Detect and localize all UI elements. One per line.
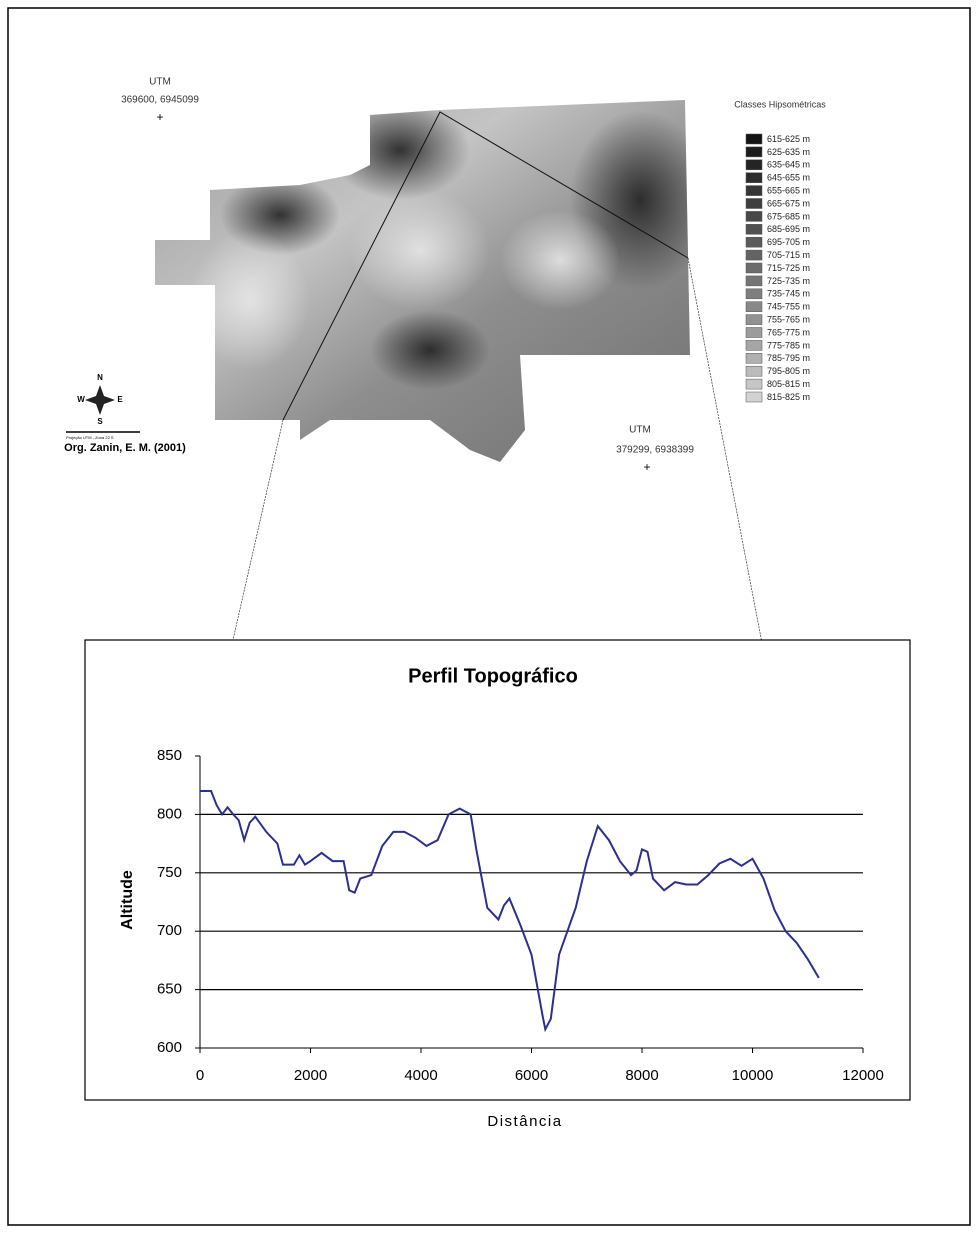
- x-axis-label: Distância: [487, 1113, 562, 1130]
- legend-swatch: [746, 147, 762, 157]
- legend-label: 735-745 m: [767, 289, 810, 299]
- utm-coords: 369600, 6945099: [121, 95, 199, 106]
- legend-label: 745-755 m: [767, 302, 810, 312]
- legend-swatch: [746, 237, 762, 247]
- compass-n: N: [97, 373, 103, 382]
- legend-swatch: [746, 134, 762, 144]
- legend-swatch: [746, 302, 762, 312]
- legend-swatch: [746, 366, 762, 376]
- figure: UTM 369600, 6945099 + UTM 379299, 693839…: [0, 0, 978, 1232]
- legend-label: 755-765 m: [767, 314, 810, 324]
- legend-swatch: [746, 199, 762, 209]
- legend-label: 645-655 m: [767, 173, 810, 183]
- legend-label: 795-805 m: [767, 366, 810, 376]
- legend-swatch: [746, 250, 762, 260]
- y-tick-label: 700: [157, 922, 182, 939]
- legend-label: 665-675 m: [767, 198, 810, 208]
- chart-title: Perfil Topográfico: [408, 665, 578, 687]
- legend-label: 675-685 m: [767, 211, 810, 221]
- compass: N S E W: [77, 373, 123, 426]
- legend-title: Classes Hipsométricas: [734, 99, 826, 109]
- utm-label: UTM: [629, 425, 651, 436]
- legend-swatch: [746, 315, 762, 325]
- legend-swatch: [746, 211, 762, 221]
- legend-label: 715-725 m: [767, 263, 810, 273]
- utm-label: UTM: [149, 77, 171, 88]
- x-tick-label: 8000: [625, 1067, 658, 1084]
- legend-label: 815-825 m: [767, 392, 810, 402]
- legend-label: 785-795 m: [767, 353, 810, 363]
- y-tick-label: 650: [157, 981, 182, 998]
- x-tick-label: 6000: [515, 1067, 548, 1084]
- legend-swatch: [746, 186, 762, 196]
- legend-swatch: [746, 328, 762, 338]
- utm-cross: +: [643, 460, 650, 474]
- legend-label: 775-785 m: [767, 340, 810, 350]
- x-tick-label: 0: [196, 1067, 204, 1084]
- projection: Projeção UTM - Zona 22 S: [66, 435, 114, 440]
- x-tick-label: 12000: [842, 1067, 884, 1084]
- elevation-map: [150, 95, 710, 465]
- legend-label: 615-625 m: [767, 134, 810, 144]
- legend-label: 625-635 m: [767, 147, 810, 157]
- legend-swatch: [746, 276, 762, 286]
- legend-label: 655-665 m: [767, 185, 810, 195]
- chart-box: [85, 640, 910, 1100]
- legend-swatch: [746, 160, 762, 170]
- legend-swatch: [746, 353, 762, 363]
- compass-e: E: [117, 395, 123, 404]
- legend-label: 805-815 m: [767, 379, 810, 389]
- legend-swatch: [746, 224, 762, 234]
- legend-label: 705-715 m: [767, 250, 810, 260]
- legend-swatch: [746, 263, 762, 273]
- x-tick-label: 4000: [404, 1067, 437, 1084]
- utm-coords: 379299, 6938399: [616, 445, 694, 456]
- legend-label: 765-775 m: [767, 327, 810, 337]
- x-tick-label: 10000: [732, 1067, 774, 1084]
- legend-label: 685-695 m: [767, 224, 810, 234]
- page: {"map": { "utm_nw_label": "UTM", "utm_nw…: [0, 0, 978, 1237]
- legend-swatch: [746, 173, 762, 183]
- legend-swatch: [746, 340, 762, 350]
- author: Org. Zanin, E. M. (2001): [64, 442, 186, 454]
- y-tick-label: 750: [157, 864, 182, 881]
- legend: 615-625 m 625-635 m 635-645 m 645-655 m 655-…: [746, 134, 810, 402]
- compass-w: W: [77, 395, 85, 404]
- legend-swatch: [746, 392, 762, 402]
- y-tick-label: 800: [157, 805, 182, 822]
- legend-label: 695-705 m: [767, 237, 810, 247]
- legend-swatch: [746, 289, 762, 299]
- x-tick-label: 2000: [294, 1067, 327, 1084]
- legend-swatch: [746, 379, 762, 389]
- y-axis-label: Altitude: [119, 870, 136, 930]
- y-tick-label: 850: [157, 747, 182, 764]
- compass-s: S: [97, 417, 103, 426]
- utm-cross: +: [156, 110, 163, 124]
- y-tick-label: 600: [157, 1039, 182, 1056]
- legend-label: 725-735 m: [767, 276, 810, 286]
- legend-label: 635-645 m: [767, 160, 810, 170]
